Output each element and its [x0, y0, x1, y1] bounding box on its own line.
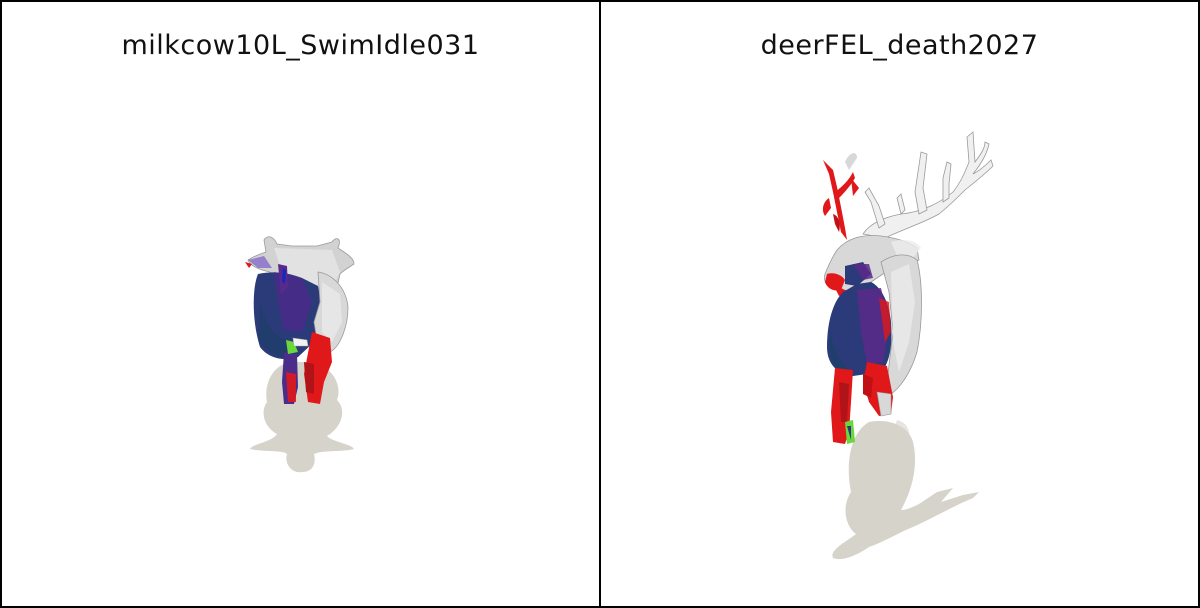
deer-legs — [831, 362, 893, 444]
deer-antler-right — [862, 131, 994, 239]
deer-head — [824, 235, 921, 296]
panel-deer: deerFEL_death2027 — [599, 0, 1200, 608]
cow-legs — [282, 332, 332, 404]
deer-render — [822, 131, 994, 560]
panel-title-deer: deerFEL_death2027 — [760, 30, 1039, 61]
cow-side-mesh — [313, 271, 349, 353]
deer-side-mesh — [880, 254, 922, 395]
deer-body — [827, 282, 892, 377]
cow-render — [245, 236, 355, 473]
deer-shadow — [832, 420, 979, 560]
deer-antler-left — [822, 153, 859, 240]
cow-shadow — [250, 361, 354, 473]
panel-milkcow: milkcow10L_SwimIdle031 — [0, 0, 601, 608]
panel-title-milkcow: milkcow10L_SwimIdle031 — [121, 30, 480, 61]
